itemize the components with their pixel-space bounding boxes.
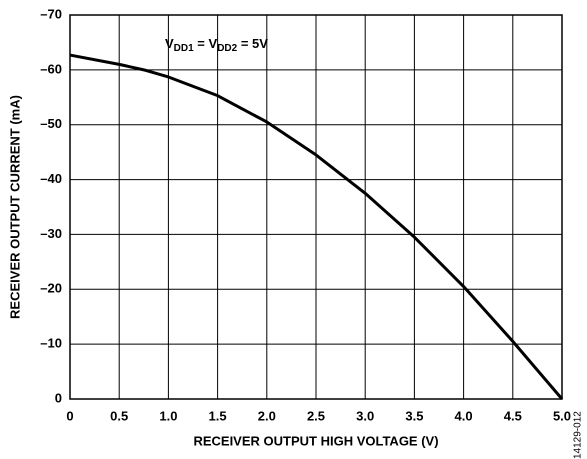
y-tick-label: –70 [40, 6, 62, 21]
y-tick-label: –50 [40, 116, 62, 131]
y-tick-label: –20 [40, 281, 62, 296]
y-axis-label: RECEIVER OUTPUT CURRENT (mA) [7, 95, 22, 319]
annotation-part: V [165, 36, 174, 51]
annotation-part: DD1 [174, 43, 194, 54]
x-tick-label: 1.5 [209, 408, 227, 423]
y-tick-label: –60 [40, 61, 62, 76]
plot-frame [69, 14, 563, 400]
data-line [69, 53, 564, 400]
x-tick-label: 3.5 [405, 408, 423, 423]
x-tick-label: 0 [66, 408, 73, 423]
x-tick-label: 2.5 [307, 408, 325, 423]
x-tick-label: 4.5 [504, 408, 522, 423]
x-tick-label: 2.0 [258, 408, 276, 423]
annotation: VDD1 = VDD2 = 5V [165, 36, 268, 53]
x-tick-label: 5.0 [553, 408, 571, 423]
x-tick-label: 3.0 [356, 408, 374, 423]
y-tick-label: –10 [40, 336, 62, 351]
y-tick-label: 0 [55, 390, 62, 405]
annotation-part: DD2 [217, 43, 237, 54]
annotation-part: = V [194, 36, 218, 51]
x-tick-label: 0.5 [110, 408, 128, 423]
y-tick-label: –30 [40, 226, 62, 241]
x-tick-label: 4.0 [455, 408, 473, 423]
annotation-part: = 5V [237, 36, 268, 51]
figure-id: 14129-012 [573, 411, 584, 459]
y-tick-label: –40 [40, 171, 62, 186]
x-tick-label: 1.0 [159, 408, 177, 423]
x-axis-label: RECEIVER OUTPUT HIGH VOLTAGE (V) [193, 433, 438, 448]
